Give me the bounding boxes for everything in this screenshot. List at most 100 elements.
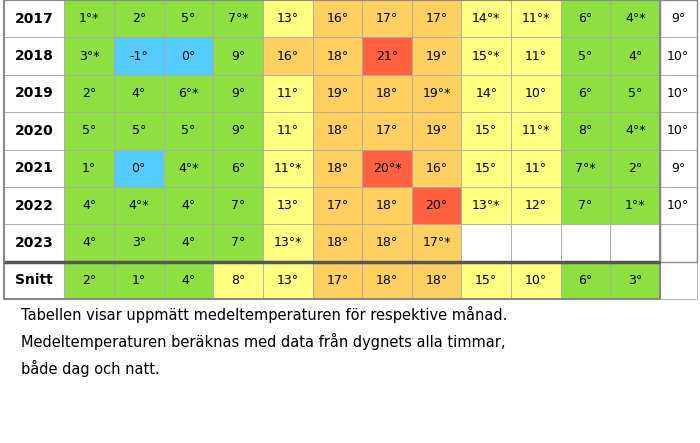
Bar: [4, 187, 64, 224]
Text: 18°: 18°: [376, 87, 398, 100]
Bar: [610, 112, 660, 150]
Bar: [114, 224, 164, 262]
Bar: [263, 187, 312, 224]
Text: 2023: 2023: [15, 236, 53, 250]
Text: 5°: 5°: [82, 124, 97, 137]
Bar: [362, 75, 412, 112]
Text: 2022: 2022: [15, 198, 53, 213]
Text: 10°: 10°: [667, 199, 690, 212]
Bar: [362, 112, 412, 150]
Bar: [511, 75, 561, 112]
Text: 18°: 18°: [326, 50, 349, 62]
Text: 2°: 2°: [82, 274, 96, 287]
Bar: [4, 150, 64, 187]
Bar: [64, 224, 114, 262]
Text: 6°: 6°: [578, 274, 593, 287]
Text: 11°*: 11°*: [274, 162, 302, 175]
Text: 4°: 4°: [181, 274, 195, 287]
Text: 0°: 0°: [132, 162, 146, 175]
Text: 17°: 17°: [376, 12, 398, 25]
Bar: [660, 150, 696, 187]
Bar: [660, 112, 696, 150]
Text: 17°: 17°: [326, 274, 349, 287]
Bar: [610, 150, 660, 187]
Text: 8°: 8°: [578, 124, 593, 137]
Bar: [610, 37, 660, 75]
Text: 6°: 6°: [578, 87, 593, 100]
Bar: [511, 37, 561, 75]
Bar: [114, 150, 164, 187]
Text: 7°*: 7°*: [575, 162, 596, 175]
Bar: [610, 224, 660, 262]
Text: 18°: 18°: [426, 274, 448, 287]
Bar: [660, 0, 696, 262]
Text: 14°*: 14°*: [472, 12, 500, 25]
Bar: [114, 262, 164, 299]
Text: 12°: 12°: [525, 199, 547, 212]
Text: 19°: 19°: [326, 87, 349, 100]
Bar: [164, 224, 214, 262]
Bar: [461, 75, 511, 112]
Bar: [4, 224, 64, 262]
Bar: [214, 262, 263, 299]
Text: 13°*: 13°*: [472, 199, 500, 212]
Text: 2°: 2°: [82, 87, 96, 100]
Bar: [164, 37, 214, 75]
Text: Tabellen visar uppmätt medeltemperaturen för respektive månad.
Medeltemperaturen: Tabellen visar uppmätt medeltemperaturen…: [21, 306, 507, 377]
Bar: [561, 112, 610, 150]
Text: 11°: 11°: [525, 162, 547, 175]
Text: 13°: 13°: [276, 274, 299, 287]
Bar: [4, 112, 64, 150]
Bar: [461, 0, 511, 37]
Bar: [660, 187, 696, 224]
Bar: [263, 37, 312, 75]
Bar: [64, 187, 114, 224]
Text: 18°: 18°: [326, 237, 349, 249]
Text: 13°*: 13°*: [274, 237, 302, 249]
Text: 10°: 10°: [667, 87, 690, 100]
Bar: [263, 262, 312, 299]
Bar: [461, 150, 511, 187]
Bar: [64, 150, 114, 187]
Bar: [461, 262, 511, 299]
Bar: [312, 0, 362, 37]
Text: 15°: 15°: [475, 162, 498, 175]
Bar: [312, 262, 362, 299]
Text: 6°*: 6°*: [178, 87, 199, 100]
Bar: [164, 75, 214, 112]
Text: 15°*: 15°*: [472, 50, 500, 62]
Bar: [660, 224, 696, 262]
Bar: [511, 0, 561, 37]
Bar: [412, 187, 461, 224]
Text: 2020: 2020: [15, 124, 53, 138]
Text: 5°: 5°: [181, 12, 195, 25]
Bar: [214, 0, 263, 37]
Bar: [263, 112, 312, 150]
Text: 3°*: 3°*: [79, 50, 99, 62]
Text: 2021: 2021: [15, 161, 53, 175]
Text: 5°: 5°: [181, 124, 195, 137]
Text: 13°: 13°: [276, 199, 299, 212]
Bar: [412, 37, 461, 75]
Bar: [114, 0, 164, 37]
Text: 20°*: 20°*: [372, 162, 401, 175]
Text: 17°: 17°: [326, 199, 349, 212]
Text: 4°: 4°: [181, 237, 195, 249]
Bar: [362, 37, 412, 75]
Bar: [312, 150, 362, 187]
Text: 20°: 20°: [426, 199, 448, 212]
Text: 14°: 14°: [475, 87, 497, 100]
Bar: [214, 187, 263, 224]
Bar: [511, 112, 561, 150]
Bar: [312, 224, 362, 262]
Bar: [263, 0, 312, 37]
Bar: [561, 150, 610, 187]
Bar: [412, 112, 461, 150]
Bar: [64, 262, 114, 299]
Text: 1°: 1°: [82, 162, 96, 175]
Text: 10°: 10°: [667, 50, 690, 62]
Text: -1°: -1°: [130, 50, 148, 62]
Text: 4°: 4°: [132, 87, 146, 100]
Text: 2017: 2017: [15, 12, 53, 26]
Bar: [660, 37, 696, 75]
